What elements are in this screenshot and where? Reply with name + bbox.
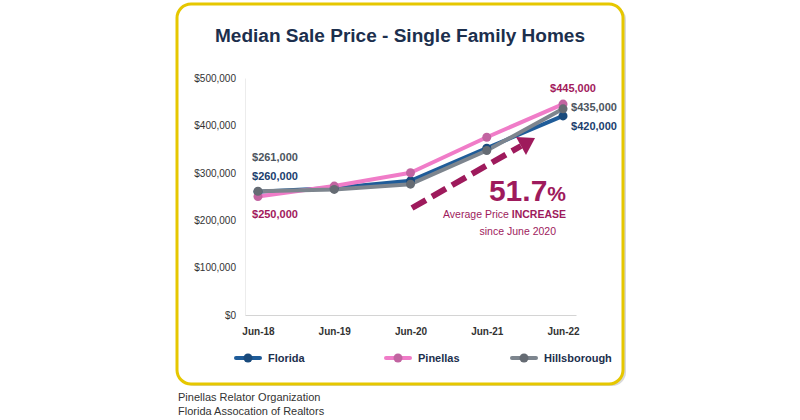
source: Pinellas Relator Organization Florida Ass… — [178, 391, 325, 417]
series-marker — [253, 187, 262, 196]
y-tick-label: $400,000 — [194, 120, 236, 131]
source-line: Pinellas Relator Organization — [178, 391, 320, 403]
x-tick-label: Jun-19 — [319, 326, 352, 337]
x-tick-label: Jun-20 — [395, 326, 428, 337]
x-tick: Jun-21 — [471, 315, 504, 337]
x-tick: Jun-22 — [547, 315, 580, 337]
legend-swatch-marker — [520, 354, 529, 363]
frame — [177, 4, 623, 384]
y-tick: $200,000 — [194, 215, 245, 226]
x-tick: Jun-18 — [242, 315, 275, 337]
series-marker — [406, 180, 415, 189]
y-tick-label: $0 — [225, 310, 237, 321]
y-axis-line — [245, 79, 246, 316]
data-label: $260,000 — [252, 170, 298, 182]
data-label: $250,000 — [252, 208, 298, 220]
y-tick-label: $500,000 — [194, 73, 236, 84]
y-tick: $100,000 — [194, 262, 245, 273]
legend-label: Pinellas — [418, 352, 460, 364]
source-line: Florida Assocation of Realtors — [178, 405, 325, 417]
legend-item: Hillsborough — [512, 352, 612, 364]
data-label: $445,000 — [550, 82, 596, 94]
legend-item: Florida — [236, 352, 306, 364]
annotations: 51.7%Average Price INCREASE since June 20… — [443, 174, 566, 237]
x-tick: Jun-19 — [319, 315, 352, 337]
legend-swatch-marker — [394, 354, 403, 363]
y-tick: $0 — [225, 310, 245, 321]
series-marker — [559, 104, 568, 113]
legend-label: Florida — [268, 352, 306, 364]
x-tick: Jun-20 — [395, 315, 428, 337]
legend-swatch-marker — [244, 354, 253, 363]
chart-container: Median Sale Price - Single Family Homes $… — [0, 0, 800, 420]
y-tick: $500,000 — [194, 73, 245, 84]
y-tick: $300,000 — [194, 168, 245, 179]
arrow-head — [516, 137, 535, 155]
legend-label: Hillsborough — [544, 352, 612, 364]
series-marker — [482, 133, 491, 142]
chart-svg: Median Sale Price - Single Family Homes $… — [0, 0, 800, 420]
series-marker — [330, 185, 339, 194]
y-tick-label: $100,000 — [194, 262, 236, 273]
annotation: 51.7% — [489, 174, 566, 207]
annotation: since June 2020 — [480, 225, 557, 237]
x-tick-label: Jun-22 — [547, 326, 580, 337]
y-tick-label: $200,000 — [194, 215, 236, 226]
x-tick-label: Jun-21 — [471, 326, 504, 337]
series-marker — [406, 168, 415, 177]
legend: Florida Pinellas Hillsborough — [236, 352, 612, 364]
y-axis: $0 $100,000 $200,000 $300,000 $400,000 $500,0… — [194, 73, 245, 321]
x-axis: Jun-18 Jun-19 Jun-20 Jun-21 Jun-22 — [242, 315, 580, 337]
x-tick-label: Jun-18 — [242, 326, 275, 337]
data-labels: $260,000 $420,000 $250,000 $445,000 $261,000… — [252, 82, 617, 219]
y-tick: $400,000 — [194, 120, 245, 131]
legend-item: Pinellas — [386, 352, 460, 364]
series-marker — [482, 146, 491, 155]
chart-title: Median Sale Price - Single Family Homes — [215, 26, 585, 46]
data-label: $261,000 — [252, 151, 298, 163]
data-label: $435,000 — [571, 101, 617, 113]
x-axis-line — [246, 315, 577, 316]
data-label: $420,000 — [571, 120, 617, 132]
annotation: Average Price INCREASE — [443, 208, 566, 220]
y-tick-label: $300,000 — [194, 168, 236, 179]
